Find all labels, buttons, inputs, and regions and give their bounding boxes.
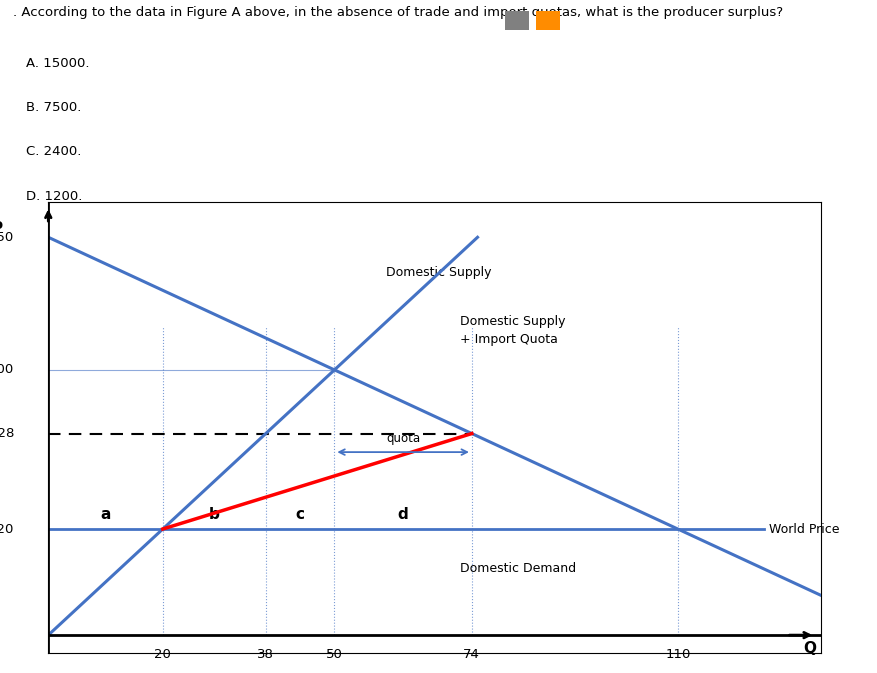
Text: Domestic Supply
+ Import Quota: Domestic Supply + Import Quota — [460, 314, 565, 346]
Text: B. 7500.: B. 7500. — [26, 101, 82, 114]
Text: c: c — [296, 507, 304, 522]
Text: Domestic Demand: Domestic Demand — [460, 563, 576, 575]
Text: 50: 50 — [325, 647, 343, 660]
Text: 228: 228 — [0, 427, 14, 440]
Text: a: a — [100, 507, 111, 522]
Text: 74: 74 — [463, 647, 480, 660]
Text: Q: Q — [802, 641, 815, 656]
Text: b: b — [209, 507, 219, 522]
Text: Domestic Supply: Domestic Supply — [386, 266, 491, 279]
Text: d: d — [397, 507, 408, 522]
Text: quota: quota — [386, 432, 420, 445]
Text: . According to the data in Figure A above, in the absence of trade and import qu: . According to the data in Figure A abov… — [13, 6, 782, 19]
Text: 120: 120 — [0, 522, 14, 536]
Text: 300: 300 — [0, 363, 14, 376]
Text: C. 2400.: C. 2400. — [26, 145, 82, 158]
Text: World Price: World Price — [768, 522, 839, 536]
Text: A. 15000.: A. 15000. — [26, 57, 89, 69]
Text: D. 1200.: D. 1200. — [26, 190, 82, 203]
Text: P: P — [0, 221, 3, 236]
Text: 38: 38 — [257, 647, 274, 660]
Text: 450: 450 — [0, 231, 14, 244]
Text: 110: 110 — [665, 647, 689, 660]
Text: 20: 20 — [154, 647, 171, 660]
